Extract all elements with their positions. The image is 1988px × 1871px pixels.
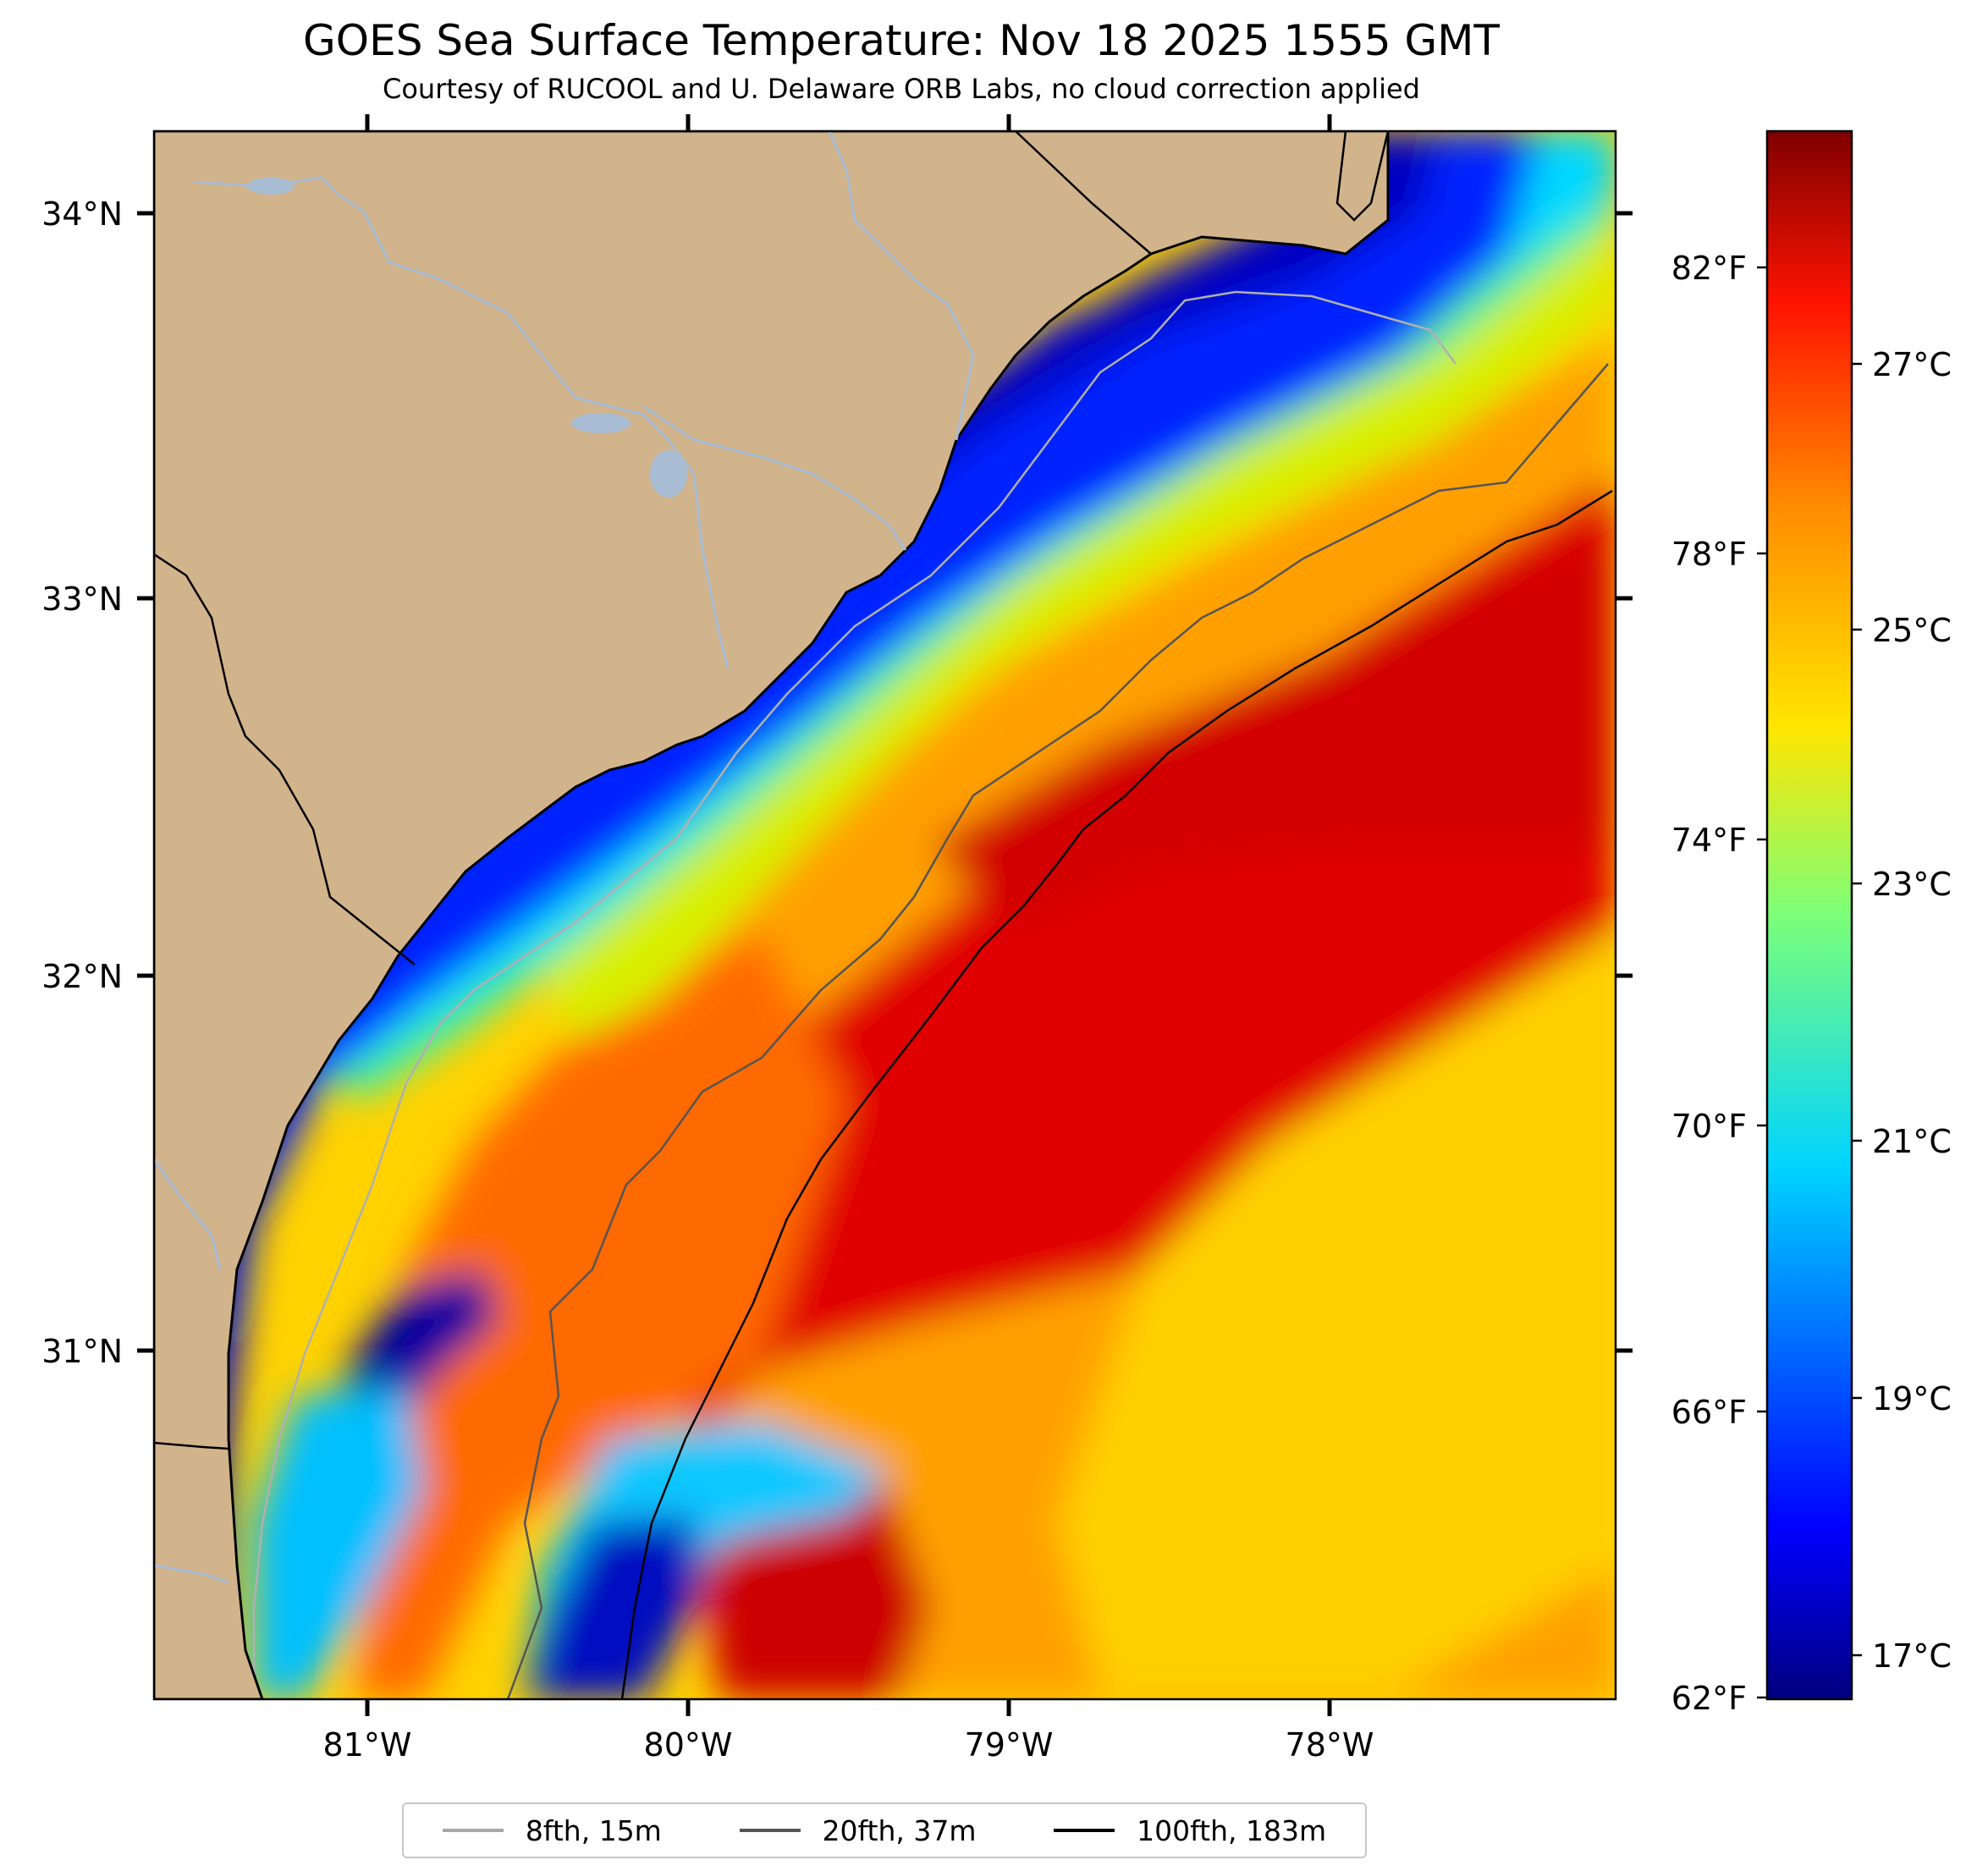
lat-label-34: 34°N [41,195,123,233]
isobath-20fth [506,363,1609,1699]
border-ga-fl [154,1441,229,1450]
lon-labels: 81°W 80°W 79°W 78°W [323,1726,1374,1764]
lat-label-31: 31°N [41,1333,123,1370]
legend-label-8fth: 8fth, 15m [525,1813,662,1847]
legend-item-100fth: 100fth, 183m [1054,1814,1326,1847]
lake-1 [247,178,295,195]
gulf-stream-core-2 [931,525,1616,931]
colorbar-f-ticks [1757,266,1767,1699]
lat-labels: 34°N 33°N 32°N 31°N [41,195,123,1370]
lon-label-81: 81°W [323,1726,412,1764]
sst-yellow-eddy [1058,931,1616,1692]
f-label-74: 74°F [1671,822,1747,859]
lat-label-32: 32°N [41,958,123,995]
isobath-8fth [252,290,1457,1699]
colorbar-f-labels: 82°F 78°F 74°F 70°F 66°F 62°F [1671,250,1747,1717]
lon-label-78: 78°W [1286,1726,1374,1764]
sst-field [154,131,1616,1699]
sst-orange-south [355,931,846,1699]
colorbar-c-labels: 27°C 25°C 23°C 21°C 19°C 17°C [1872,346,1952,1675]
map-subtitle: Courtesy of RUCOOL and U. Delaware ORB L… [383,73,1420,105]
sst-red-patch [694,1489,931,1699]
lon-label-79: 79°W [965,1726,1054,1764]
f-label-78: 78°F [1671,536,1747,573]
map-frame [152,129,1617,1701]
c-label-23: 23°C [1872,866,1952,903]
legend-swatch-8fth [442,1829,504,1832]
lon-label-80: 80°W [644,1726,733,1764]
c-label-27: 27°C [1872,346,1952,383]
f-label-70: 70°F [1671,1108,1747,1145]
lat-label-33: 33°N [41,581,123,618]
border-sc-ga [154,553,416,966]
c-label-21: 21°C [1872,1123,1952,1160]
map-area [154,131,1616,1699]
c-label-19: 19°C [1872,1380,1952,1417]
border-nc-sc [1015,131,1152,255]
f-label-62: 62°F [1671,1680,1747,1717]
legend-item-8fth: 8fth, 15m [442,1813,662,1847]
cold-eddy-4 [254,1388,423,1699]
lat-ticks [137,211,1633,1353]
f-label-82: 82°F [1671,250,1747,287]
river-pee-dee [194,176,730,669]
cold-eddy-3 [525,1515,702,1699]
map-title: GOES Sea Surface Temperature: Nov 18 202… [303,16,1500,65]
colorbar-c-ticks [1852,362,1862,1657]
river-savannah [154,1158,222,1270]
lake-marion [571,413,631,433]
lake-moultrie [650,450,687,498]
legend-label-100fth: 100fth, 183m [1137,1813,1327,1847]
c-label-17: 17°C [1872,1637,1952,1675]
isobath-100fth [620,489,1613,1699]
isobath-legend: 8fth, 15m 20fth, 37m 100fth, 183m [402,1802,1367,1858]
legend-label-20fth: 20fth, 37m [822,1813,977,1847]
land-cape [1335,131,1390,222]
river-north [828,131,975,441]
colorbar [1765,129,1853,1701]
river-south [154,1564,229,1584]
c-label-25: 25°C [1872,612,1952,649]
legend-swatch-100fth [1054,1829,1115,1832]
f-label-66: 66°F [1671,1394,1747,1431]
legend-swatch-20fth [739,1829,801,1832]
legend-item-20fth: 20fth, 37m [739,1813,977,1847]
land-mass [154,131,1390,1699]
river-waccamaw [642,404,907,551]
lon-ticks [365,114,1332,1716]
